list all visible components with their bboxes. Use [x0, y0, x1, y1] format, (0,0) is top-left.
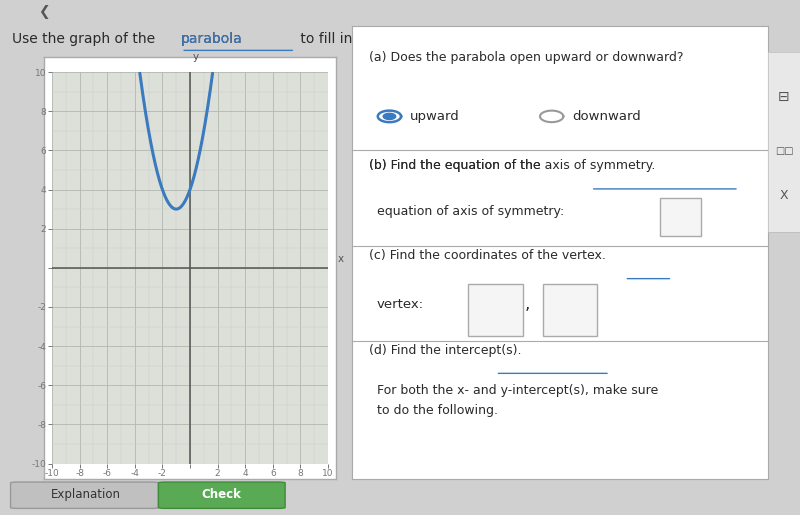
Text: For both the x- and y-intercept(s), make sure
to do the following.: For both the x- and y-intercept(s), make… [377, 384, 658, 417]
Text: Check: Check [202, 488, 242, 501]
Text: parabola: parabola [181, 31, 243, 46]
Text: vertex:: vertex: [377, 298, 424, 311]
Text: X: X [780, 189, 788, 202]
Text: (c) Find the coordinates of the vertex.: (c) Find the coordinates of the vertex. [369, 249, 606, 262]
Text: downward: downward [573, 110, 642, 123]
Text: upward: upward [410, 110, 460, 123]
Polygon shape [383, 113, 396, 119]
FancyBboxPatch shape [543, 284, 598, 336]
Text: parabola: parabola [181, 31, 243, 46]
FancyBboxPatch shape [469, 284, 522, 336]
Text: (a) Does the parabola open upward or downward?: (a) Does the parabola open upward or dow… [369, 50, 683, 64]
Text: ,: , [525, 296, 530, 314]
Text: equation of axis of symmetry:: equation of axis of symmetry: [377, 205, 564, 218]
Text: to fill in the table.: to fill in the table. [296, 31, 424, 46]
Text: (b) Find the equation of the axis of symmetry.: (b) Find the equation of the axis of sym… [369, 160, 655, 173]
Text: ⊟: ⊟ [778, 90, 790, 104]
Text: (d) Find the intercept(s).: (d) Find the intercept(s). [369, 344, 521, 357]
Text: □□: □□ [774, 146, 794, 156]
Text: (b) Find the equation of the: (b) Find the equation of the [369, 160, 544, 173]
Text: Explanation: Explanation [51, 488, 122, 501]
FancyBboxPatch shape [10, 482, 158, 508]
FancyBboxPatch shape [660, 198, 702, 236]
Text: x: x [338, 254, 344, 264]
FancyBboxPatch shape [158, 482, 285, 508]
Text: ❮: ❮ [38, 5, 50, 19]
Text: y: y [193, 53, 199, 62]
Text: Use the graph of the: Use the graph of the [12, 31, 159, 46]
